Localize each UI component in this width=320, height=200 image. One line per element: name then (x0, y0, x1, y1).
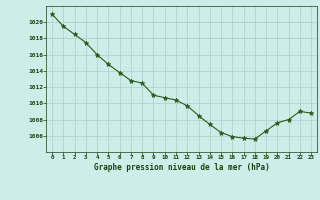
X-axis label: Graphe pression niveau de la mer (hPa): Graphe pression niveau de la mer (hPa) (94, 163, 269, 172)
